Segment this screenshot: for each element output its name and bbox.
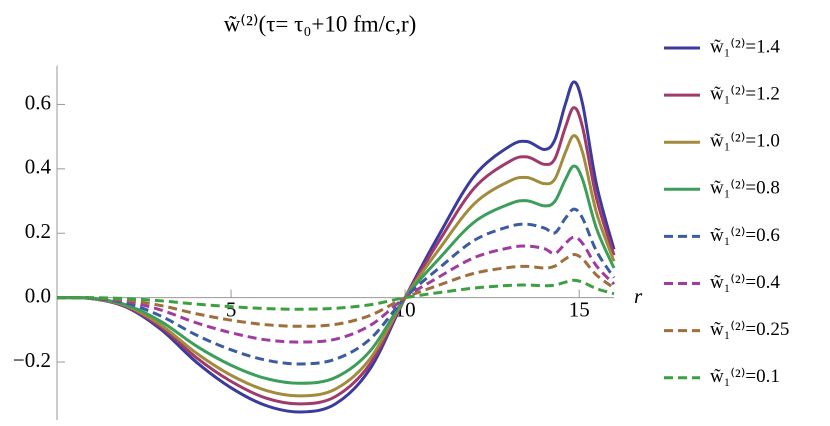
series-line (56, 207, 616, 366)
legend-label: w̃₁⁽²⁾=1.0 (710, 131, 780, 152)
legend-label: w̃₁⁽²⁾=0.6 (710, 225, 780, 246)
x-tick-label: 15 (569, 297, 590, 321)
y-tick-label: 0.2 (25, 219, 51, 243)
series-line (56, 235, 616, 344)
legend-label: w̃₁⁽²⁾=0.25 (710, 319, 789, 340)
chart-title: w̃⁽²⁾(τ= τ₀+10 fm/c,r) (224, 11, 417, 36)
legend-label: w̃₁⁽²⁾=0.8 (710, 178, 780, 199)
legend-label: w̃₁⁽²⁾=0.4 (710, 272, 780, 293)
series-line (56, 164, 616, 385)
x-axis-label: r (634, 284, 643, 308)
y-tick-label: 0.4 (25, 155, 52, 179)
y-tick-label: 0.0 (25, 283, 51, 307)
series-line (56, 278, 615, 311)
y-tick-label: 0.6 (25, 90, 51, 114)
legend-label: w̃₁⁽²⁾=0.1 (710, 366, 780, 387)
series-line (56, 106, 616, 406)
y-tick-label: −0.2 (13, 348, 51, 372)
series-line (56, 80, 616, 414)
legend-label: w̃₁⁽²⁾=1.2 (710, 83, 780, 104)
x-tick-label: 5 (226, 297, 237, 321)
series-line (56, 134, 616, 398)
legend-label: w̃₁⁽²⁾=1.4 (710, 36, 780, 57)
